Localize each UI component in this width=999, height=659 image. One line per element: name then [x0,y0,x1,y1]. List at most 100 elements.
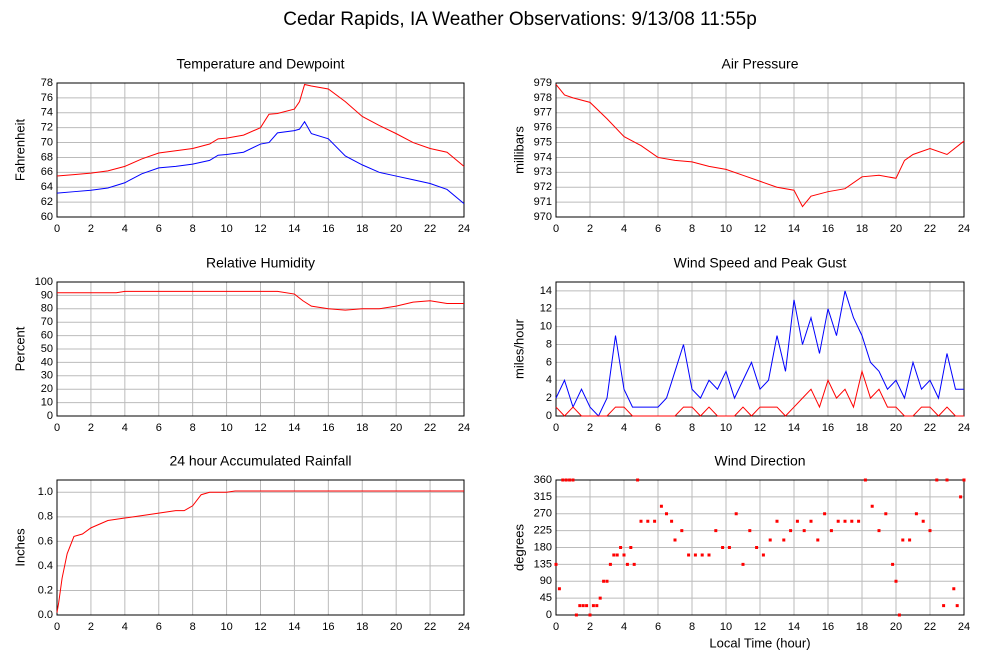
data-point [877,529,881,533]
y-tick-label: 0.2 [38,584,53,596]
data-point [612,553,616,557]
x-tick-label: 12 [754,422,766,434]
data-point [588,613,592,617]
data-point [789,529,793,533]
x-tick-label: 20 [890,223,902,235]
data-point [901,538,905,542]
chart-title: Air Pressure [721,56,798,72]
y-axis-label: miles/hour [511,318,526,379]
y-tick-label: 68 [41,151,53,163]
y-tick-label: 977 [534,107,552,119]
x-tick-label: 6 [156,223,162,235]
data-point [816,538,820,542]
chart-title: Relative Humidity [206,255,315,271]
data-point [897,613,901,617]
data-point [608,562,612,566]
data-point [727,546,731,549]
data-line [57,290,464,311]
y-tick-label: 6 [546,356,552,368]
y-tick-label: 70 [41,316,53,328]
data-line [555,290,964,417]
plot-frame [555,82,965,218]
y-tick-label: 0.8 [38,511,53,523]
x-tick-label: 4 [621,223,627,235]
x-tick-label: 10 [720,422,732,434]
x-tick-label: 2 [88,621,94,633]
x-tick-label: 18 [856,223,868,235]
data-point [870,504,874,508]
x-tick-label: 12 [754,621,766,633]
x-tick-label: 20 [890,621,902,633]
data-point [665,512,668,516]
x-tick-label: 16 [822,223,834,235]
plot-frame [56,281,465,417]
y-tick-label: 0 [546,410,552,422]
x-tick-label: 24 [458,223,470,235]
data-point [639,519,643,523]
y-tick-label: 78 [41,77,53,89]
data-point [795,519,799,523]
data-point [921,519,925,523]
y-tick-label: 225 [534,525,552,537]
data-point [714,529,718,533]
x-tick-label: 6 [655,422,661,434]
data-point [836,519,840,523]
x-tick-label: 22 [424,621,436,633]
chart-title: Temperature and Dewpoint [176,56,344,72]
data-point [809,519,813,523]
chart-title: Wind Direction [714,453,805,469]
x-tick-label: 8 [689,422,695,434]
data-point [673,538,677,542]
data-point [554,562,558,566]
x-tick-label: 22 [424,422,436,434]
data-point [843,519,847,523]
x-tick-label: 8 [190,621,196,633]
x-tick-label: 4 [122,621,128,633]
y-tick-label: 971 [534,196,552,208]
y-tick-label: 8 [546,338,552,350]
x-tick-label: 12 [254,223,266,235]
y-tick-label: 60 [41,211,53,223]
y-tick-label: 10 [41,397,53,409]
data-point [802,529,806,533]
plot-frame [56,82,465,218]
y-tick-label: 14 [540,285,552,297]
x-tick-label: 0 [553,223,559,235]
y-tick-label: 4 [546,374,552,386]
x-tick-label: 18 [356,223,368,235]
x-tick-label: 18 [856,422,868,434]
x-tick-label: 4 [122,223,128,235]
x-tick-label: 0 [54,223,60,235]
data-line [555,84,965,208]
x-tick-label: 14 [788,621,800,633]
data-line [56,120,465,204]
x-tick-label: 6 [156,422,162,434]
y-tick-label: 972 [534,181,552,193]
data-point [578,604,582,608]
data-point [734,512,738,516]
x-tick-label: 24 [958,223,970,235]
x-tick-label: 18 [356,422,368,434]
x-tick-label: 0 [54,422,60,434]
x-tick-label: 8 [190,223,196,235]
data-point [942,604,946,608]
y-tick-label: 270 [534,508,552,520]
x-tick-label: 22 [924,223,936,235]
data-point [568,478,572,482]
x-tick-label: 16 [322,621,334,633]
x-tick-label: 8 [689,621,695,633]
data-point [561,478,565,482]
y-tick-label: 978 [534,92,552,104]
data-point [748,529,752,533]
x-tick-label: 10 [220,621,232,633]
y-tick-label: 360 [534,474,552,486]
x-tick-label: 16 [822,422,834,434]
x-tick-label: 12 [754,223,766,235]
x-tick-label: 2 [587,422,593,434]
x-tick-label: 4 [621,621,627,633]
data-point [659,504,663,508]
y-tick-label: 979 [534,77,552,89]
x-tick-label: 24 [958,621,970,633]
data-point [823,512,827,516]
y-tick-label: 0 [47,410,53,422]
